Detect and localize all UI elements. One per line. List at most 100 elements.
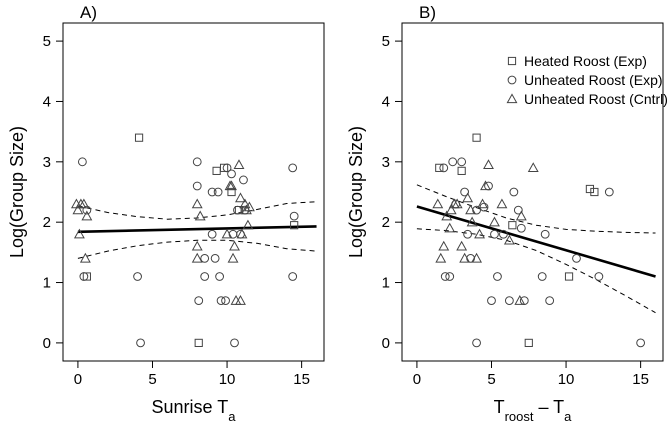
x-tick-label: 10 xyxy=(219,371,236,388)
ci-lower-line xyxy=(77,239,317,259)
regression-line xyxy=(77,225,317,234)
data-point-circle xyxy=(513,205,523,215)
legend-marker-circle xyxy=(507,75,517,85)
data-point-circle xyxy=(490,229,499,239)
legend-label: Heated Roost (Exp) xyxy=(524,53,647,69)
data-point-circle xyxy=(463,229,473,239)
data-point-circle xyxy=(440,272,450,281)
data-point-circle xyxy=(493,272,502,281)
x-tick-label: 5 xyxy=(487,371,495,388)
plot-frame xyxy=(62,22,325,362)
y-tick-label: 0 xyxy=(43,335,51,352)
data-point-triangle xyxy=(466,216,478,227)
data-point-circle xyxy=(487,296,496,306)
data-point-circle xyxy=(133,272,142,281)
y-tick-label: 2 xyxy=(382,214,390,231)
data-point-circle xyxy=(213,187,223,197)
data-point-triangle xyxy=(235,295,246,305)
data-point-square xyxy=(457,166,466,175)
y-axis-label: Log(Group Size) xyxy=(346,126,366,258)
data-point-circle xyxy=(200,253,210,263)
y-tick-label: 2 xyxy=(43,214,51,231)
data-point-triangle xyxy=(226,180,237,191)
data-point-triangle xyxy=(489,216,500,227)
data-point-circle xyxy=(215,272,225,281)
panel-a: A) 0 5 10 15 0 1 2 3 4 5 Log(Group Size) Sunrise Ta xyxy=(7,3,325,424)
data-point-triangle xyxy=(432,198,444,209)
data-point-triangle xyxy=(503,234,515,245)
data-point-circle xyxy=(228,229,238,239)
data-point-circle xyxy=(499,229,508,239)
data-point-triangle xyxy=(79,252,91,263)
data-point-square xyxy=(564,272,574,281)
data-point-circle xyxy=(457,157,467,167)
panel-label: A) xyxy=(80,3,97,22)
data-point-square xyxy=(524,338,533,347)
data-point-triangle xyxy=(194,210,206,221)
data-point-triangle xyxy=(78,198,90,209)
data-point-triangle xyxy=(227,252,239,263)
legend-marker-square xyxy=(507,56,517,66)
y-tick-label: 4 xyxy=(43,93,51,110)
plot-frame xyxy=(401,22,664,362)
y-tick-label: 5 xyxy=(43,33,51,50)
ci-upper-line xyxy=(416,184,656,234)
data-point-circle xyxy=(448,157,458,167)
data-point-triangle xyxy=(462,192,474,203)
data-point-circle xyxy=(509,187,519,197)
data-point-triangle xyxy=(235,192,246,203)
data-point-circle xyxy=(460,187,470,197)
data-point-triangle xyxy=(229,240,240,251)
data-point-circle xyxy=(288,272,298,281)
data-point-circle xyxy=(289,211,299,221)
data-point-square xyxy=(212,166,221,175)
y-axis-label: Log(Group Size) xyxy=(7,126,27,258)
data-point-square xyxy=(134,133,144,142)
data-point-circle xyxy=(636,338,646,348)
ci-lower-line xyxy=(416,228,656,314)
data-point-circle xyxy=(288,163,298,173)
data-point-triangle xyxy=(514,295,526,305)
data-point-circle xyxy=(239,175,248,185)
y-tick-label: 3 xyxy=(382,154,390,171)
data-point-circle xyxy=(545,296,555,306)
data-point-circle xyxy=(516,223,526,233)
data-point-triangle xyxy=(445,204,457,215)
data-point-circle xyxy=(222,163,232,173)
data-point-triangle xyxy=(438,240,450,251)
data-point-square xyxy=(82,272,91,281)
data-point-triangle xyxy=(243,201,255,212)
data-point-circle xyxy=(439,163,449,173)
data-point-triangle xyxy=(221,228,233,239)
x-tick-label: 0 xyxy=(74,371,82,388)
data-point-square xyxy=(590,187,599,197)
x-axis-label: Sunrise Ta xyxy=(152,397,237,424)
data-point-triangle xyxy=(496,198,508,209)
data-point-circle xyxy=(192,157,202,167)
data-point-circle xyxy=(207,229,217,239)
data-point-triangle xyxy=(515,210,527,221)
legend-marker-triangle xyxy=(506,93,518,104)
data-point-circle xyxy=(537,272,547,281)
legend-label: Unheated Roost (Cntrl) xyxy=(524,91,667,107)
data-point-triangle xyxy=(240,204,252,215)
data-point-circle xyxy=(200,272,210,281)
data-point-circle xyxy=(466,253,476,263)
data-point-triangle xyxy=(456,240,468,251)
data-point-triangle xyxy=(474,228,486,239)
y-tick-label: 4 xyxy=(382,93,390,110)
data-point-square xyxy=(219,163,229,172)
data-point-circle xyxy=(210,253,220,263)
legend-label: Unheated Roost (Exp) xyxy=(524,72,663,88)
data-point-triangle xyxy=(73,228,85,239)
data-point-square xyxy=(508,221,517,230)
data-point-square xyxy=(194,338,203,347)
data-point-square xyxy=(290,221,299,230)
x-tick-label: 0 xyxy=(413,371,421,388)
y-tick-label: 3 xyxy=(43,154,51,171)
data-point-triangle xyxy=(441,210,453,221)
data-point-square xyxy=(472,133,481,142)
data-point-square xyxy=(585,184,595,194)
data-point-circle xyxy=(207,187,217,197)
